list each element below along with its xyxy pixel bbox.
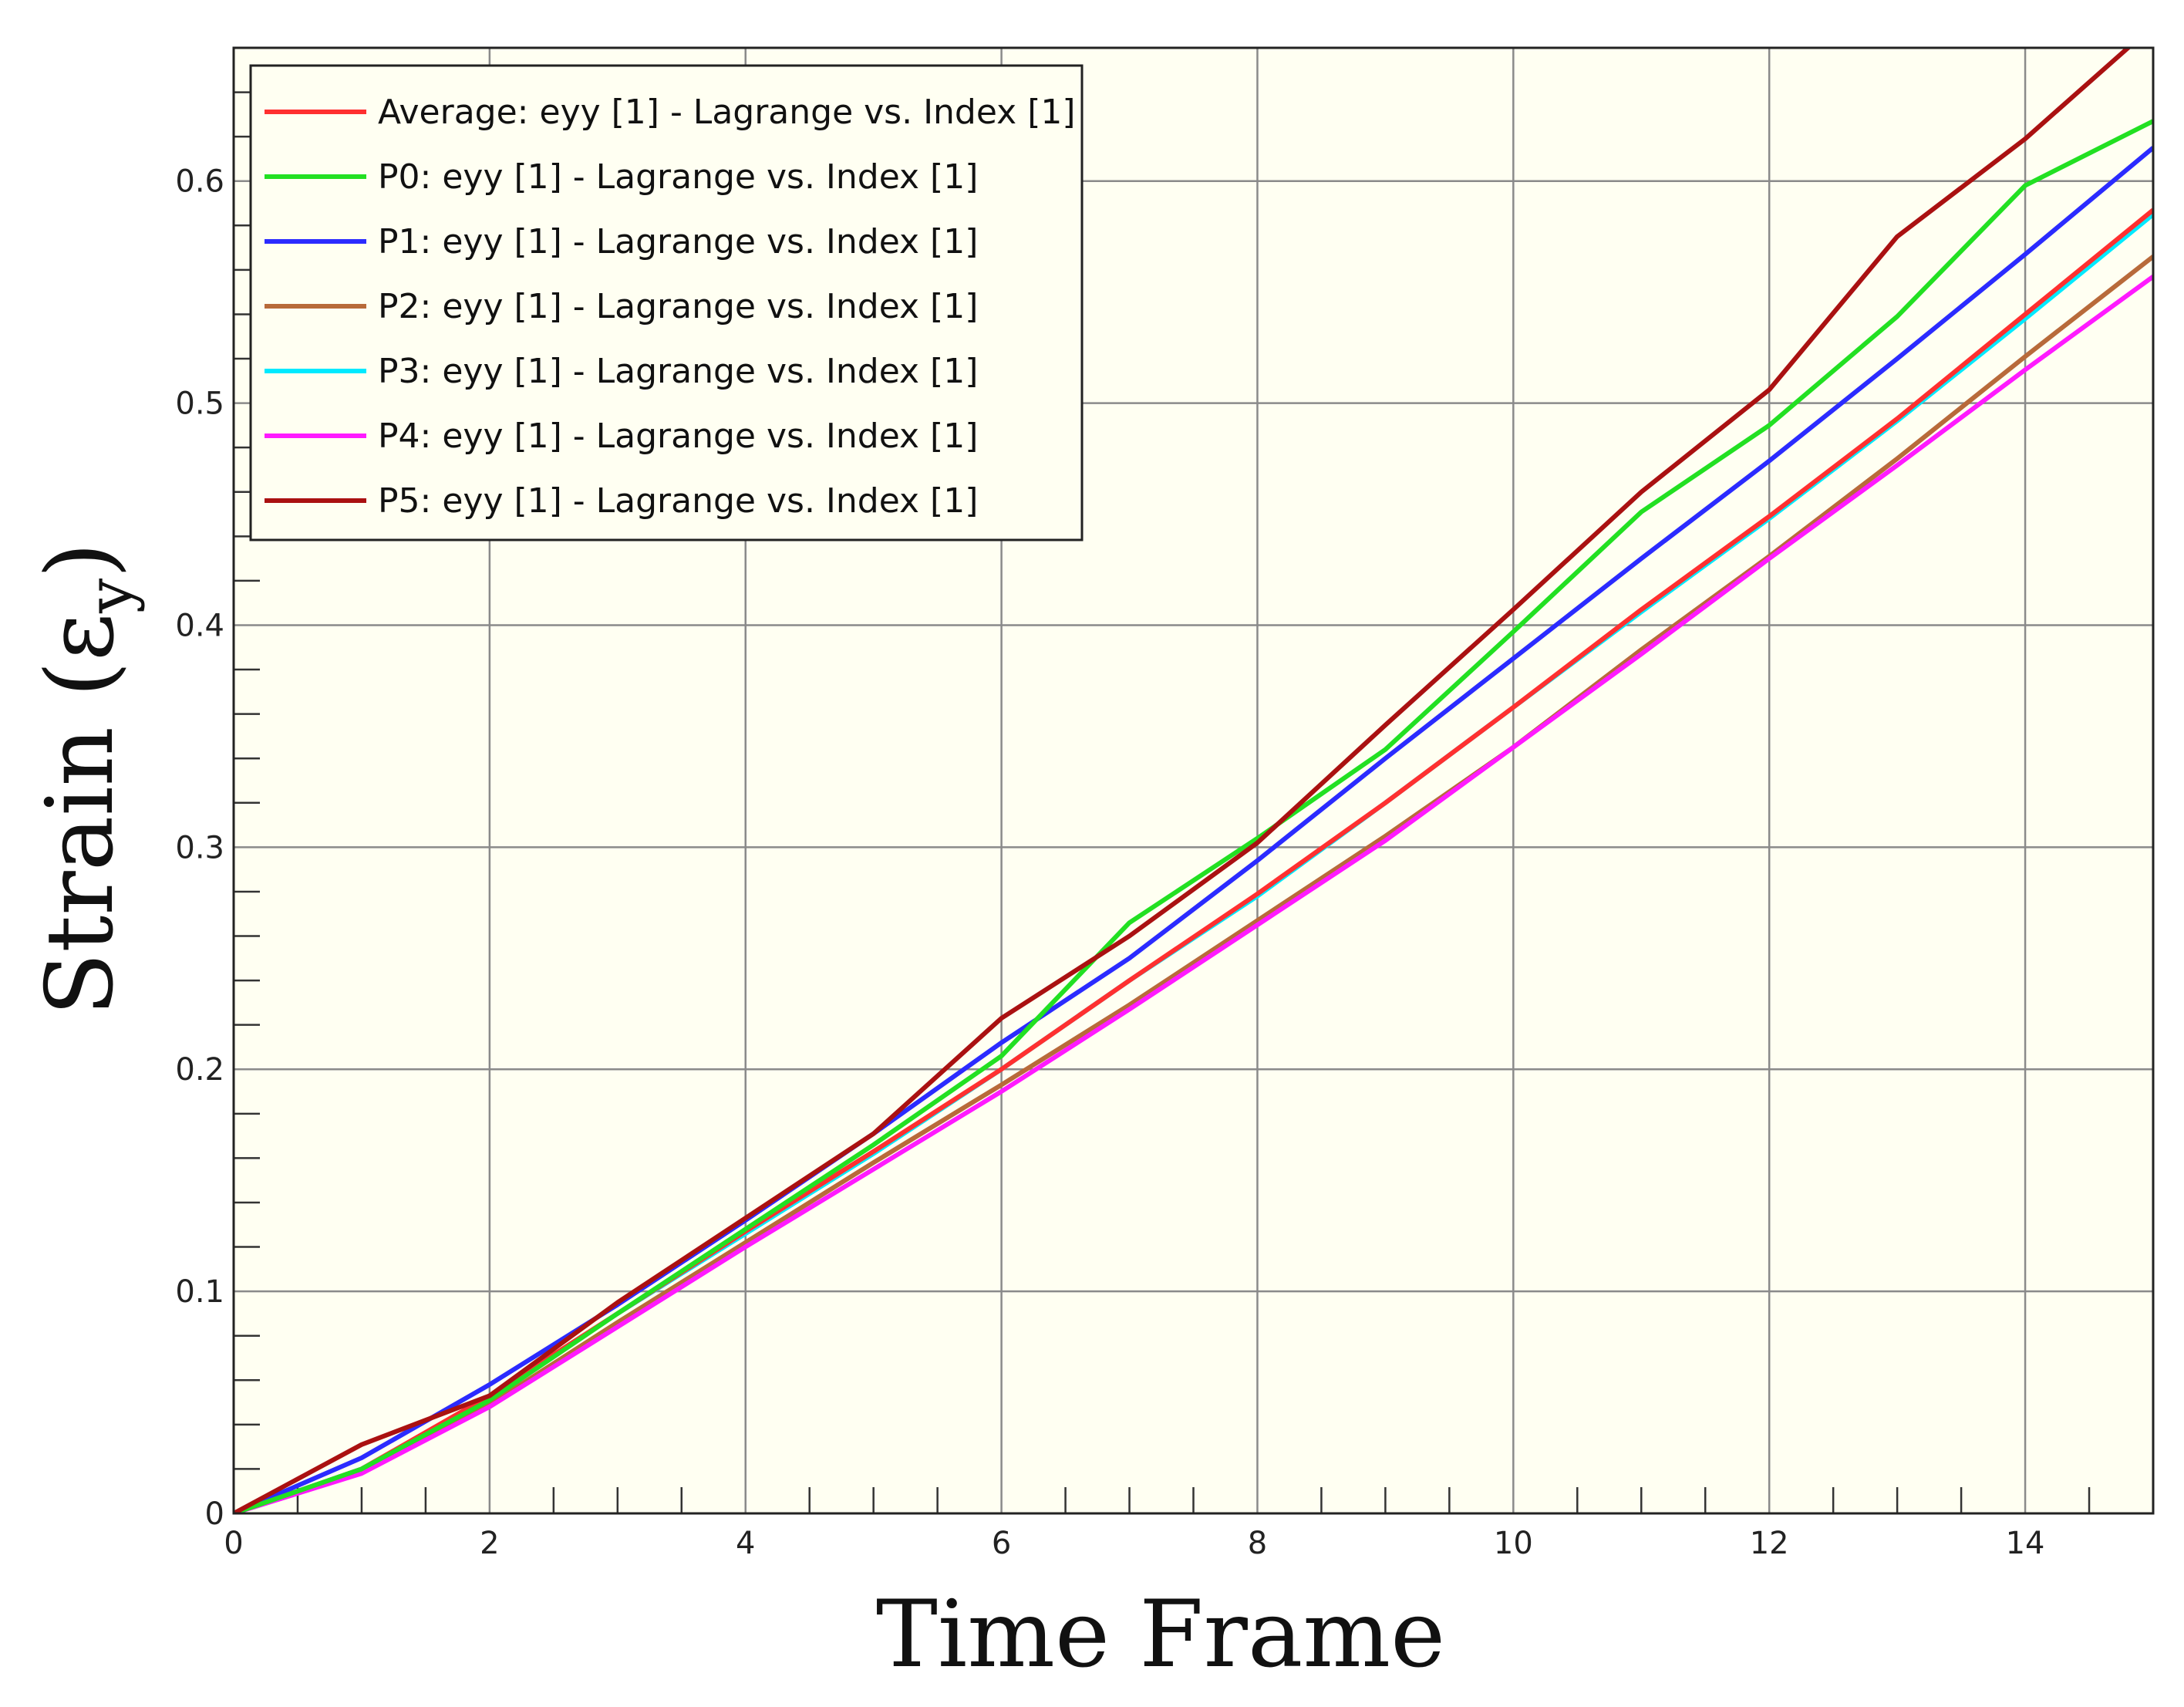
series-line-1	[234, 119, 2153, 1513]
y-tick-label: 0.5	[175, 386, 224, 422]
x-tick-label: 4	[736, 1526, 755, 1561]
x-tick-label: 8	[1248, 1526, 1267, 1561]
y-tick-label: 0.6	[175, 164, 224, 200]
legend-label: P1: eyy [1] - Lagrange vs. Index [1]	[378, 222, 978, 261]
series-line-2	[234, 146, 2153, 1513]
y-tick-label: 0.2	[175, 1052, 224, 1088]
y-axis-title-subscript: y	[74, 579, 146, 614]
legend-label: P2: eyy [1] - Lagrange vs. Index [1]	[378, 287, 978, 326]
y-tick-label: 0	[205, 1496, 224, 1532]
x-tick-label: 14	[2006, 1526, 2045, 1561]
x-tick-label: 12	[1750, 1526, 1789, 1561]
legend-box	[249, 64, 1084, 541]
y-tick-labels: 0 0.1 0.2 0.3 0.4 0.5 0.6	[175, 164, 224, 1532]
y-tick-label: 0.4	[175, 608, 224, 643]
y-axis-title-main: Strain (ε	[27, 613, 134, 1016]
x-axis-title: Time Frame	[876, 1581, 1445, 1688]
legend: Average: eyy [1] - Lagrange vs. Index [1…	[249, 64, 1084, 541]
legend-label: P4: eyy [1] - Lagrange vs. Index [1]	[378, 417, 978, 456]
y-axis-title: Strain (εy)	[27, 542, 146, 1016]
y-tick-label: 0.3	[175, 830, 224, 865]
legend-label: P0: eyy [1] - Lagrange vs. Index [1]	[378, 157, 978, 197]
x-tick-label: 2	[480, 1526, 499, 1561]
legend-label: P3: eyy [1] - Lagrange vs. Index [1]	[378, 352, 978, 391]
x-tick-label: 6	[992, 1526, 1011, 1561]
legend-label: Average: eyy [1] - Lagrange vs. Index [1…	[378, 93, 1076, 132]
x-tick-label: 10	[1494, 1526, 1533, 1561]
x-tick-label: 0	[224, 1526, 243, 1561]
series-line-6	[234, 48, 2132, 1513]
plot-frame	[232, 46, 2155, 1515]
series-lines	[234, 48, 2153, 1513]
series-line-3	[234, 255, 2153, 1513]
y-tick-label: 0.1	[175, 1274, 224, 1310]
series-line-5	[234, 275, 2153, 1513]
x-tick-labels: 0 2 4 6 8 10 12 14	[224, 1526, 2044, 1561]
y-axis-title-close: )	[27, 542, 134, 579]
legend-label: P5: eyy [1] - Lagrange vs. Index [1]	[378, 481, 978, 521]
